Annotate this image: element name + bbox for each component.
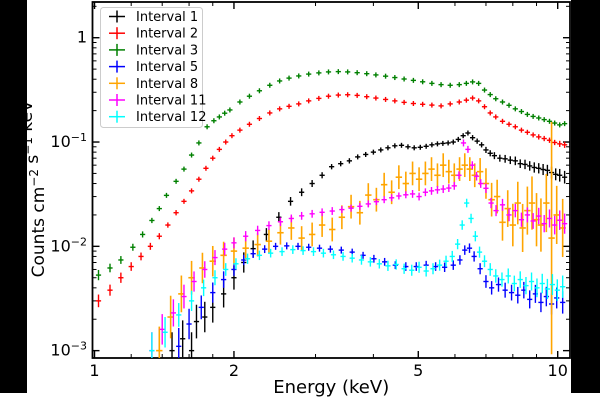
axis-labels: Energy (keV) Counts cm−2 s−1 keV−1: [15, 83, 389, 398]
svg-text:10−1: 10−1: [50, 131, 87, 151]
svg-text:5: 5: [413, 361, 423, 380]
axis-ticks: [92, 2, 570, 358]
svg-text:10−3: 10−3: [50, 340, 87, 360]
svg-text:10−2: 10−2: [50, 235, 87, 255]
series-interval-2: [95, 92, 568, 308]
letterbox-right: [571, 0, 600, 393]
data-series: [95, 69, 568, 358]
series-interval-12: [149, 198, 566, 358]
legend-label: Interval 8: [136, 77, 198, 92]
legend-entry-interval-1: Interval 1: [109, 10, 198, 25]
y-tick-labels: 1 10−1 10−2 10−3: [50, 28, 87, 360]
x-tick-labels: 1 2 5 10: [89, 361, 567, 380]
x-axis-label: Energy (keV): [273, 377, 389, 398]
y-axis-label: Counts cm−2 s−1 keV−1: [15, 83, 49, 278]
legend-label: Interval 12: [136, 110, 206, 125]
legend-entry-interval-8: Interval 8: [109, 77, 198, 92]
legend-label: Interval 2: [136, 27, 198, 42]
series-interval-3: [95, 69, 568, 281]
legend-label: Interval 3: [136, 43, 198, 58]
legend-entry-interval-12: Interval 12: [109, 110, 206, 125]
legend-label: Interval 5: [136, 60, 198, 75]
letterbox-left: [0, 0, 27, 393]
svg-text:1: 1: [77, 28, 87, 47]
legend-entry-interval-5: Interval 5: [109, 60, 198, 75]
svg-text:2: 2: [229, 361, 239, 380]
legend-box: [100, 7, 203, 128]
legend-label: Interval 1: [136, 10, 198, 25]
legend-entry-interval-11: Interval 11: [109, 94, 206, 109]
svg-text:1: 1: [89, 361, 99, 380]
legend-label: Interval 11: [136, 94, 206, 109]
svg-text:10: 10: [548, 361, 568, 380]
legend-entry-interval-3: Interval 3: [109, 43, 198, 58]
legend-entry-interval-2: Interval 2: [109, 27, 198, 42]
